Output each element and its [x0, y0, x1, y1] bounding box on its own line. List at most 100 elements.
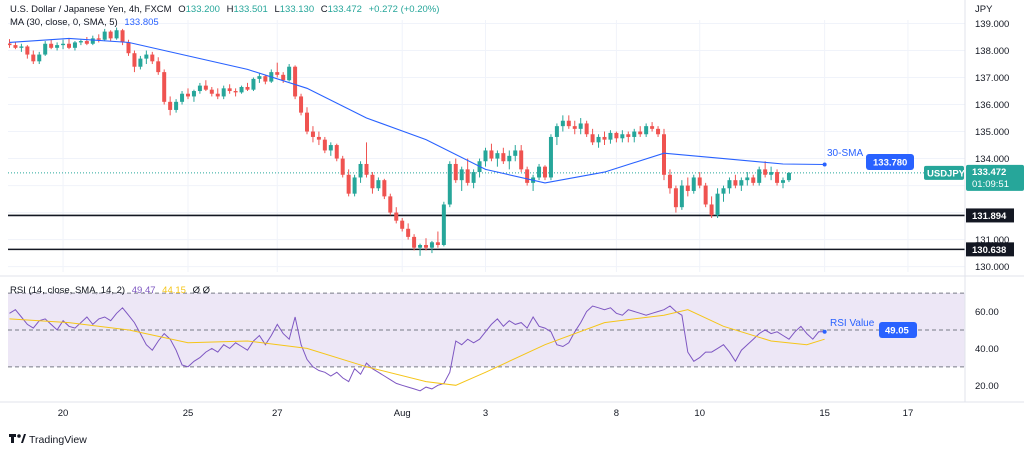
- tradingview-logo-icon: [9, 434, 26, 443]
- candle-up: [632, 131, 637, 137]
- candle-down: [209, 89, 214, 94]
- time-tick-label: 10: [694, 408, 705, 419]
- sma-annotation: 30-SMA 133.780: [827, 148, 914, 170]
- ohlc-open: 133.200: [186, 4, 220, 15]
- rsi-pane[interactable]: [8, 292, 965, 392]
- candle-down: [590, 134, 595, 143]
- ohlc-open-key: O: [178, 4, 185, 15]
- candle-up: [180, 93, 185, 102]
- ohlc-low-key: L: [274, 4, 279, 15]
- candle-down: [662, 134, 666, 175]
- legend-line-1: U.S. Dollar / Japanese Yen, 4h, FXCM O13…: [10, 4, 439, 15]
- symbol-title: U.S. Dollar / Japanese Yen, 4h, FXCM: [10, 4, 172, 15]
- candle-down: [203, 85, 208, 90]
- candle-down: [299, 96, 304, 113]
- candle-up: [174, 101, 179, 110]
- rsi-indicator-label: RSI (14, close, SMA, 14, 2): [10, 285, 125, 296]
- candle-down: [566, 120, 571, 127]
- candle-down: [186, 93, 190, 97]
- symbol-tag: USDJPY: [924, 165, 966, 180]
- candle-down: [84, 41, 89, 44]
- candle-up: [197, 85, 202, 92]
- level-tag-bg: [966, 208, 1014, 223]
- price-tick-label: 131.000: [975, 235, 1009, 246]
- ma-indicator-label: MA (30, close, 0, SMA, 5): [10, 17, 118, 28]
- candle-up: [358, 163, 363, 178]
- candle-down: [626, 134, 631, 137]
- candle-up: [554, 126, 559, 137]
- ohlc-close: 133.472: [328, 4, 362, 15]
- symbol-tag-label: USDJPY: [927, 168, 966, 179]
- price-tick-label: 130.000: [975, 262, 1009, 273]
- candle-up: [441, 204, 446, 245]
- candle-up: [620, 134, 625, 139]
- rsi-legend[interactable]: RSI (14, close, SMA, 14, 2) 49.47 44.15 …: [10, 285, 211, 296]
- candle-down: [96, 38, 101, 40]
- candle-down: [584, 123, 589, 135]
- candle-up: [679, 185, 684, 208]
- candle-down: [310, 131, 315, 137]
- price-tick-label: 134.000: [975, 154, 1009, 165]
- rsi-annotation-label: RSI Value: [830, 318, 875, 329]
- candle-down: [31, 54, 36, 62]
- candle-down: [697, 177, 702, 186]
- candle-up: [287, 66, 292, 81]
- candle-down: [233, 91, 238, 93]
- candle-down: [394, 212, 399, 221]
- candle-down: [685, 185, 690, 191]
- candle-down: [453, 163, 458, 181]
- candle-down: [281, 74, 286, 81]
- candle-down: [412, 236, 417, 248]
- level-tag-bg: [966, 242, 1014, 257]
- time-axis[interactable]: 20 25 27 Aug 3 8 10 15 17: [58, 408, 913, 419]
- main-legend[interactable]: U.S. Dollar / Japanese Yen, 4h, FXCM O13…: [10, 4, 439, 28]
- candle-up: [644, 126, 649, 135]
- ohlc-close-key: C: [321, 4, 328, 15]
- candle-down: [168, 101, 173, 110]
- candle-up: [239, 86, 244, 93]
- candle-up: [114, 30, 119, 39]
- level-tags: 131.894 130.638: [966, 208, 1014, 257]
- symbol-tag-bg: [924, 165, 964, 180]
- rsi-line: [9, 305, 825, 392]
- legend-line-2: MA (30, close, 0, SMA, 5) 133.805: [10, 17, 159, 28]
- candle-down: [49, 43, 54, 48]
- ma-indicator-value: 133.805: [124, 17, 158, 28]
- price-axis[interactable]: 130.000131.000132.000133.000134.000135.0…: [975, 19, 1009, 273]
- rsi-tick-label: 60.00: [975, 307, 999, 318]
- candle-up: [781, 180, 785, 183]
- price-tick-label: 137.000: [975, 73, 1009, 84]
- price-pane[interactable]: [8, 20, 966, 272]
- candle-up: [715, 193, 720, 216]
- candle-down: [489, 150, 494, 159]
- tradingview-brand[interactable]: TradingView: [9, 434, 87, 446]
- tradingview-brand-name: TradingView: [29, 434, 87, 446]
- candle-down: [263, 76, 268, 82]
- candle-down: [364, 163, 369, 175]
- candle-up: [769, 172, 774, 175]
- candle-down: [382, 180, 387, 197]
- rsi-value-tag-bg: [879, 322, 917, 338]
- candle-up: [328, 145, 333, 151]
- candle-down: [406, 228, 411, 237]
- candle-down: [614, 132, 619, 139]
- candle-up: [102, 31, 107, 40]
- candle-down: [215, 93, 220, 97]
- candle-up: [483, 150, 488, 162]
- candle-down: [334, 145, 339, 159]
- support-lines: [8, 214, 965, 251]
- time-tick-label: 15: [819, 408, 830, 419]
- candle-down: [519, 150, 524, 170]
- candle-up: [727, 180, 732, 189]
- candle-down: [763, 169, 768, 175]
- candle-down: [751, 177, 756, 183]
- candle-up: [72, 42, 77, 48]
- candle-down: [525, 169, 530, 183]
- rsi-axis[interactable]: 20.00 40.00 60.00: [975, 307, 999, 392]
- candle-up: [745, 177, 750, 181]
- candle-down: [67, 43, 71, 48]
- candle-down: [501, 153, 506, 162]
- rsi-value-tag: 49.05: [885, 326, 909, 337]
- candle-down: [275, 72, 280, 75]
